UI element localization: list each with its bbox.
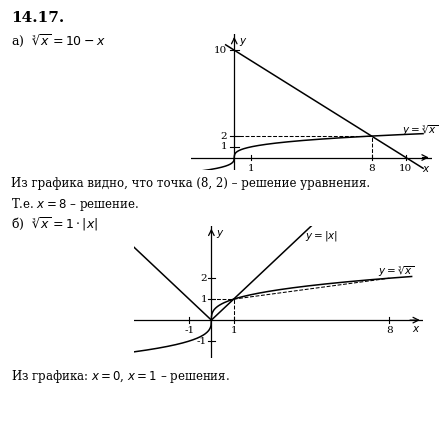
Text: $y=\sqrt[3]{x}$: $y=\sqrt[3]{x}$	[378, 265, 415, 279]
Text: $y$: $y$	[239, 36, 248, 48]
Text: -1: -1	[184, 326, 194, 335]
Text: 10: 10	[214, 46, 227, 55]
Text: $x$: $x$	[422, 164, 431, 174]
Text: 1: 1	[221, 142, 227, 151]
Text: Из графика: $x = 0$, $x = 1$ – решения.: Из графика: $x = 0$, $x = 1$ – решения.	[11, 368, 230, 386]
Text: 1: 1	[231, 326, 237, 335]
Text: б)  $\sqrt[3]{x} = 1 \cdot |x|$: б) $\sqrt[3]{x} = 1 \cdot |x|$	[11, 215, 98, 233]
Text: $x$: $x$	[412, 324, 421, 334]
Text: $y = |x|$: $y = |x|$	[305, 229, 338, 243]
Text: 2: 2	[221, 132, 227, 141]
Text: Из графика видно, что точка (8, 2) – решение уравнения.: Из графика видно, что точка (8, 2) – реш…	[11, 177, 370, 190]
Text: а)  $\sqrt[3]{x} = 10 - x$: а) $\sqrt[3]{x} = 10 - x$	[11, 32, 106, 49]
Text: 8: 8	[368, 164, 375, 173]
Text: 8: 8	[386, 326, 392, 335]
Text: 1: 1	[248, 164, 255, 173]
Text: 1: 1	[200, 295, 207, 304]
Text: -1: -1	[197, 337, 207, 345]
Text: 14.17.: 14.17.	[11, 11, 65, 25]
Text: Т.е. $x = 8$ – решение.: Т.е. $x = 8$ – решение.	[11, 196, 139, 213]
Text: 10: 10	[399, 164, 413, 173]
Text: $y$: $y$	[216, 228, 224, 240]
Text: $y=\sqrt[3]{x}$: $y=\sqrt[3]{x}$	[402, 123, 439, 138]
Text: 2: 2	[200, 273, 207, 283]
